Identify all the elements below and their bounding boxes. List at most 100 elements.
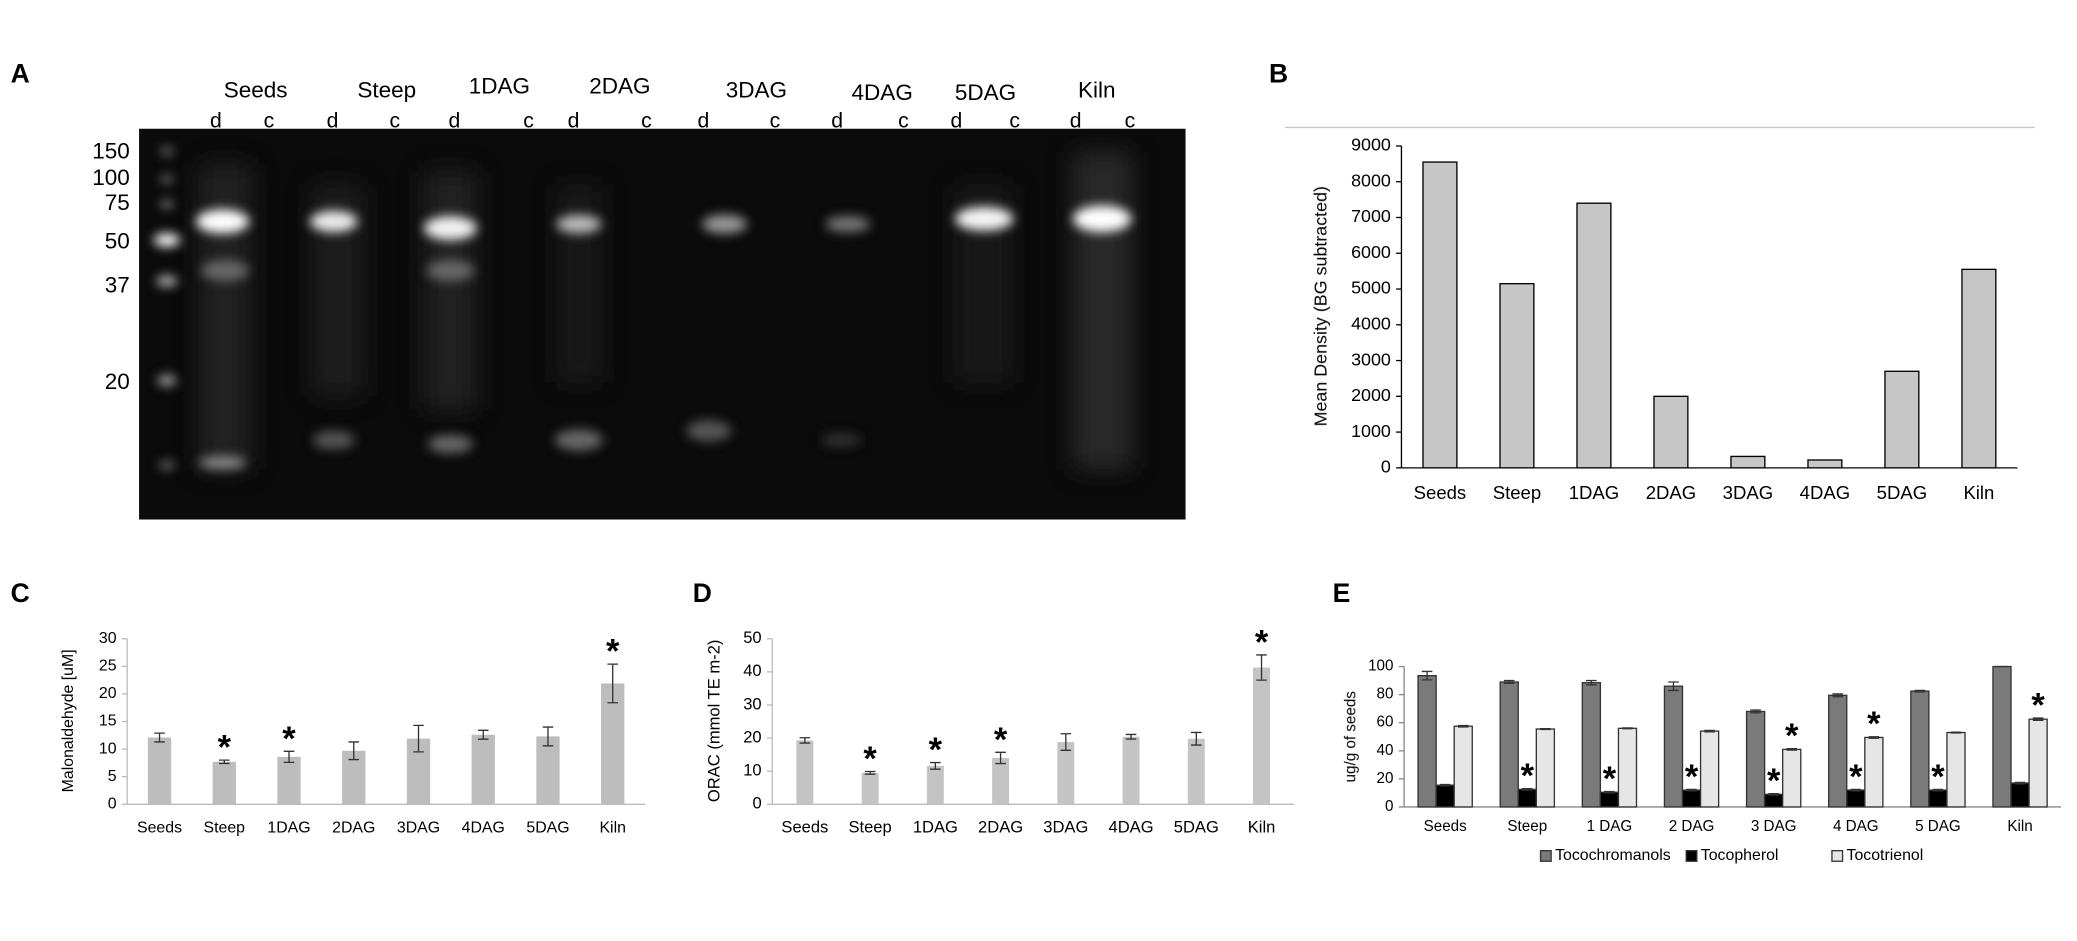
bar — [471, 734, 495, 805]
error-bar — [607, 663, 619, 704]
bar — [212, 761, 236, 805]
y-tick-label: 4000 — [1351, 314, 1391, 334]
panel-letter: E — [1333, 578, 1351, 608]
lane-label: Steep — [357, 78, 416, 103]
bar — [1422, 161, 1458, 469]
error-bar — [348, 741, 360, 761]
x-tick-label: 4DAG — [1109, 818, 1154, 837]
y-tick-label: 60 — [1377, 714, 1394, 731]
error-bar — [154, 732, 165, 743]
x-tick-label: 2DAG — [1646, 482, 1696, 503]
x-tick-label: 3 DAG — [1751, 818, 1797, 835]
marker-label: 37 — [105, 272, 130, 297]
y-tick-label: 20 — [99, 685, 117, 702]
lane-label: 5DAG — [955, 80, 1016, 105]
bar — [601, 683, 625, 805]
sublane-label: d — [950, 110, 962, 133]
significance-marker: * — [218, 729, 232, 767]
error-bar — [477, 729, 489, 740]
y-tick-label: 8000 — [1351, 170, 1391, 190]
x-tick-label: Seeds — [1414, 482, 1467, 503]
sublane-label: d — [327, 110, 339, 133]
error-bar — [930, 761, 941, 770]
x-tick-label: 3DAG — [1043, 818, 1088, 837]
gel-bands — [153, 147, 1132, 470]
x-tick-label: Seeds — [1424, 818, 1468, 835]
error-bar — [1868, 736, 1880, 739]
legend-swatch — [1831, 850, 1844, 862]
bar — [1782, 748, 1802, 808]
y-tick-label: 0 — [1385, 798, 1393, 815]
x-tick-label: 4DAG — [1800, 482, 1850, 503]
significance-marker: * — [1785, 717, 1799, 755]
bar — [1187, 738, 1205, 805]
error-bar — [1457, 724, 1469, 728]
error-bar — [1786, 748, 1798, 751]
y-tick-label: 30 — [99, 630, 117, 647]
x-tick-label: Seeds — [137, 819, 182, 836]
bar — [1253, 667, 1271, 805]
bar — [1653, 395, 1689, 469]
lane-label: Kiln — [1078, 78, 1116, 103]
legend-label: Tocotrienol — [1847, 847, 1924, 864]
chart-panel: C Malonaldehyde [uM] 0 5 10 15 20 25 30 Seeds Stee… — [11, 578, 646, 836]
lane-label: 1DAG — [469, 74, 530, 99]
y-tick-label: 2000 — [1351, 385, 1391, 405]
significance-marker: * — [994, 721, 1008, 759]
bar — [1730, 455, 1766, 469]
y-tick-label: 10 — [99, 740, 117, 757]
y-tick-label: 20 — [743, 727, 761, 746]
significance-marker: * — [2031, 687, 2045, 725]
significance-marker: * — [929, 731, 943, 769]
bar — [861, 772, 879, 805]
x-tick-label: Steep — [1493, 482, 1541, 503]
y-tick-label: 100 — [1368, 658, 1393, 675]
sublane-label: c — [389, 110, 400, 133]
sublane-label: c — [898, 110, 909, 133]
bar — [1663, 685, 1684, 808]
x-tick-label: 2 DAG — [1669, 818, 1715, 835]
error-bar — [799, 737, 811, 744]
marker-label: 20 — [105, 369, 130, 394]
bar — [1435, 784, 1455, 808]
significance-marker: * — [1767, 762, 1781, 800]
error-bar — [1850, 788, 1862, 792]
bar — [992, 757, 1010, 805]
chart-panel: D ORAC (mmol TE m-2) 0 10 20 30 40 50 Seeds Steep… — [693, 578, 1295, 837]
error-bar — [1622, 727, 1633, 730]
significance-marker: * — [1521, 757, 1535, 795]
sublane-label: d — [1070, 110, 1082, 133]
y-axis-label: Malonaldehyde [uM] — [60, 649, 77, 792]
sublane-label: c — [523, 110, 534, 133]
x-tick-label: Steep — [204, 819, 246, 836]
bar — [1535, 728, 1556, 808]
panel-letter: D — [693, 578, 712, 608]
error-bar — [1439, 783, 1451, 787]
error-bar — [1125, 733, 1137, 740]
marker-label: 150 — [92, 139, 130, 164]
y-tick-label: 50 — [743, 628, 761, 647]
y-tick-label: 5000 — [1351, 278, 1391, 298]
y-tick-label: 10 — [743, 761, 761, 780]
sublane-label: d — [831, 110, 843, 133]
error-bar — [1256, 654, 1267, 681]
bar — [1576, 202, 1612, 469]
significance-marker: * — [1849, 758, 1863, 796]
bar — [1807, 459, 1843, 469]
y-axis-label: ug/g of seeds — [1342, 691, 1359, 783]
x-tick-label: 3DAG — [1723, 482, 1773, 503]
bar — [2028, 718, 2048, 808]
x-tick-label: 5DAG — [1877, 482, 1927, 503]
error-bar — [283, 750, 295, 764]
significance-marker: * — [606, 633, 620, 671]
bar — [1992, 665, 2012, 808]
y-tick-label: 0 — [752, 794, 761, 813]
gel-image — [139, 128, 1186, 520]
x-tick-label: 5DAG — [1174, 818, 1219, 837]
bar — [1699, 730, 1720, 808]
error-bar — [1421, 670, 1433, 681]
sublane-label: d — [448, 110, 460, 133]
significance-marker: * — [863, 740, 877, 778]
sublane-label: c — [1009, 110, 1020, 133]
